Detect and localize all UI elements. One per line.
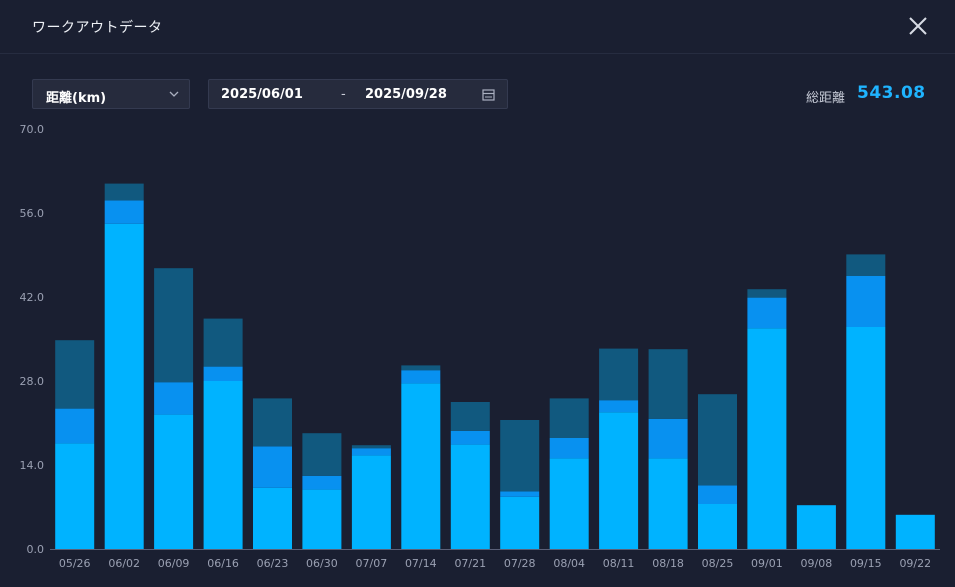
y-tick-label: 70.0 [20,123,45,136]
x-tick-label: 08/18 [652,557,684,570]
date-range-picker: 2025/06/01 - 2025/09/28 [208,79,508,109]
bar-segment [648,418,688,459]
date-end-input[interactable]: 2025/09/28 [365,87,447,102]
bar-segment [55,340,95,409]
total-distance-label: 総距離 [806,91,846,106]
bar-segment [154,382,194,415]
bar-segment [302,489,342,549]
bar-segment [104,183,144,201]
x-tick-label: 07/28 [504,557,536,570]
chevron-down-icon [169,91,179,97]
bar-segment [747,297,787,329]
x-tick-label: 09/22 [899,557,931,570]
total-distance-value: 543.08 [857,83,926,103]
bar-segment [895,514,935,549]
bar-segment [302,433,342,476]
bar-segment [549,458,589,549]
bar-segment [846,327,886,549]
date-start-input[interactable]: 2025/06/01 [221,87,303,102]
bar-segment [351,445,391,449]
bar-segment [253,398,292,447]
x-tick-label: 07/07 [356,557,388,570]
bar-segment [500,491,540,497]
x-tick-label: 06/16 [207,557,239,570]
bar-segment [450,430,490,445]
bar-segment [698,504,737,549]
bar-segment [253,487,292,549]
weekly-distance-chart: 0.0 14.0 28.0 42.0 56.0 70.0 05/26 06/02 06/09 06… [20,123,940,570]
bar-segment [846,276,886,327]
bar-segment [351,455,391,549]
y-tick-label: 28.0 [20,375,45,388]
bar-segment [450,444,490,549]
x-tick-label: 08/25 [702,557,734,570]
bar-segment [747,289,787,298]
x-tick-label: 09/01 [751,557,783,570]
metric-select-value: 距離(km) [46,91,107,106]
bar-segment [796,505,836,549]
dialog-header: ワークアウトデータ [0,0,955,54]
calendar-icon[interactable] [482,88,495,101]
x-tick-label: 06/02 [108,557,140,570]
x-tick-label: 08/04 [553,557,585,570]
y-tick-label: 42.0 [20,291,45,304]
close-icon [909,17,927,35]
bar-segment [401,365,441,371]
bar-segment [154,268,194,383]
bar-segment [302,475,342,490]
x-tick-label: 09/15 [850,557,882,570]
bar-segment [599,348,639,401]
bar-segment [401,383,441,549]
bar-segment [698,485,737,504]
x-tick-label: 09/08 [801,557,833,570]
bar-segment [55,408,95,444]
metric-select[interactable]: 距離(km) [32,79,190,109]
bar-segment [747,328,787,549]
dialog-title: ワークアウトデータ [32,20,163,36]
bar-segment [549,398,589,438]
bar-segment [203,366,243,381]
x-tick-label: 08/11 [603,557,635,570]
x-tick-label: 06/30 [306,557,338,570]
date-separator: - [341,87,346,102]
bar-segment [104,200,144,224]
x-tick-label: 06/23 [257,557,289,570]
bar-segment [203,318,243,367]
bar-segment [599,400,639,413]
bar-segment [549,438,589,459]
bar-segment [401,370,441,384]
x-tick-label: 07/21 [454,557,486,570]
bar-segment [203,381,243,549]
bar-segment [500,496,540,549]
toolbar: 距離(km) 2025/06/01 - 2025/09/28 総距離 543.0… [0,79,955,111]
bar-segment [450,402,490,431]
x-tick-label: 07/14 [405,557,437,570]
bar-segment [104,223,144,550]
close-button[interactable] [904,12,932,40]
bar-segment [253,446,292,488]
bar-segment [698,394,737,486]
x-tick-label: 05/26 [59,557,91,570]
bar-segment [846,254,886,276]
y-tick-label: 14.0 [20,459,45,472]
bar-segment [351,448,391,456]
bar-segment [500,420,540,492]
y-tick-label: 56.0 [20,207,45,220]
bar-segment [599,412,639,549]
x-tick-label: 06/09 [158,557,190,570]
bar-segment [55,443,95,549]
y-tick-label: 0.0 [27,543,45,556]
bar-segment [648,458,688,549]
bar-segment [154,414,194,549]
bar-segment [648,349,688,419]
